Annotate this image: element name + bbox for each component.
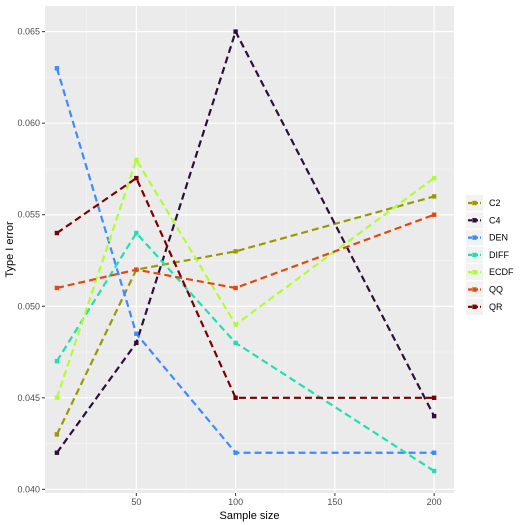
data-point-qr [233, 395, 238, 400]
data-point-den [134, 331, 139, 336]
y-tick-label: 0.040 [17, 484, 40, 494]
data-point-qr [54, 230, 60, 236]
series-den [54, 66, 437, 455]
legend-label: ECDF [489, 267, 514, 277]
y-tick-label: 0.045 [17, 393, 40, 403]
legend-item-c2: C2 [466, 195, 501, 211]
data-point-c4 [54, 450, 60, 455]
legend-item-qq: QQ [466, 281, 503, 298]
series-c4 [54, 28, 437, 455]
legend-item-qr: QR [466, 298, 503, 315]
data-point-qq [54, 285, 60, 291]
legend-key-point [472, 235, 477, 240]
x-tick-label: 200 [427, 497, 442, 507]
legend-item-ecdf: ECDF [466, 264, 514, 281]
series-line-qq [56, 213, 435, 290]
legend-key-point [472, 304, 477, 309]
axes: 50 100 150 200 0.040 0.045 0.050 0.055 0.060 0.06… [17, 27, 441, 507]
y-tick-label: 0.060 [17, 118, 40, 128]
y-tick-label: 0.065 [17, 27, 40, 37]
series-line-diff [55, 231, 435, 472]
legend-item-den: DEN [466, 229, 508, 246]
data-point-c4 [233, 29, 238, 34]
series-group [54, 28, 437, 474]
x-axis-title: Sample size [220, 510, 280, 522]
data-point-den [233, 450, 238, 455]
data-point-ecdf [54, 395, 60, 400]
series-qq [54, 212, 437, 291]
data-point-qr [134, 175, 139, 181]
x-tick-label: 150 [327, 497, 342, 507]
data-point-c2 [233, 249, 238, 254]
data-point-c2 [54, 432, 60, 437]
data-point-qq [233, 285, 238, 291]
legend-item-diff: DIFF [466, 246, 509, 263]
series-line-qr [56, 176, 435, 399]
legend-key-point [472, 287, 477, 292]
legend-item-c4: C4 [466, 212, 501, 229]
data-point-c4 [134, 340, 139, 346]
x-tick-label: 100 [228, 497, 243, 507]
data-point-diff [134, 230, 139, 236]
y-tick-label: 0.055 [17, 210, 40, 220]
legend-key-point [472, 200, 477, 206]
legend-label: DIFF [489, 250, 509, 260]
series-diff [54, 230, 437, 474]
legend: C2 C4 DEN DIFF ECDF QQ QR [466, 195, 514, 315]
plot-panel [45, 6, 454, 493]
y-axis-title: Type I error [4, 221, 16, 278]
series-line-c2 [55, 195, 435, 435]
legend-key-point [472, 218, 477, 223]
data-point-qq [134, 267, 139, 272]
data-point-diff [233, 340, 238, 346]
legend-key-point [472, 252, 477, 258]
data-point-ecdf [233, 322, 238, 327]
series-qr [54, 175, 437, 400]
legend-label: C2 [489, 198, 501, 208]
series-line-den [55, 67, 435, 454]
x-tick-label: 50 [131, 497, 141, 507]
data-point-qq [431, 212, 437, 217]
data-point-qr [431, 395, 437, 400]
legend-label: C4 [489, 215, 501, 225]
data-point-ecdf [431, 175, 437, 181]
data-point-c2 [431, 194, 437, 199]
legend-label: QR [489, 302, 503, 312]
data-point-den [54, 66, 60, 71]
legend-key-point [472, 270, 477, 275]
series-line-c4 [56, 28, 436, 454]
data-point-den [431, 450, 437, 455]
data-point-ecdf [134, 157, 139, 162]
legend-label: QQ [489, 285, 503, 295]
data-point-diff [431, 468, 437, 474]
data-point-diff [54, 358, 60, 364]
legend-label: DEN [489, 233, 508, 243]
data-point-c4 [431, 413, 437, 419]
y-tick-label: 0.050 [17, 301, 40, 311]
